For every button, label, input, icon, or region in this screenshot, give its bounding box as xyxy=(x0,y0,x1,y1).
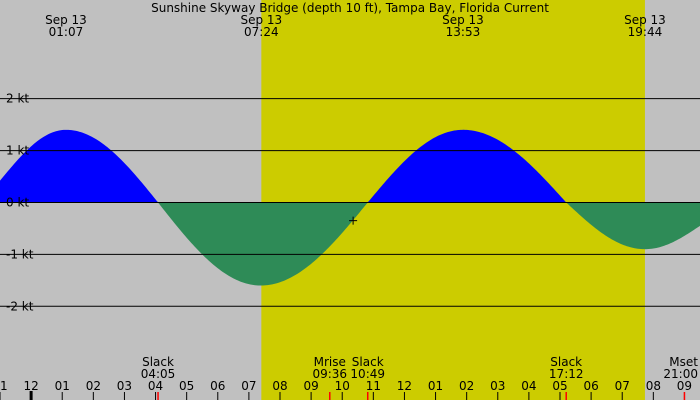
hour-label: 04 xyxy=(521,379,536,393)
bottom-annotation-label: Slack xyxy=(142,355,174,369)
hour-label: 08 xyxy=(646,379,661,393)
y-tick-label: -2 kt xyxy=(6,299,34,313)
hour-label: 10 xyxy=(335,379,350,393)
y-tick-labels: 2 kt 1 kt 0 kt -1 kt -2 kt xyxy=(6,92,34,314)
hour-label: 09 xyxy=(677,379,692,393)
hour-label: 01 xyxy=(428,379,443,393)
bottom-annotation-label: Mrise xyxy=(314,355,346,369)
hour-axis: 11 12 01 02 03 04 05 06 07 08 09 10 11 12 01 02 03 04 05 06… xyxy=(0,379,692,400)
top-annotation-time: 13:53 xyxy=(446,25,481,39)
current-time-marker xyxy=(349,216,358,225)
hour-label: 11 xyxy=(366,379,381,393)
hour-label: 05 xyxy=(552,379,567,393)
hour-label: 06 xyxy=(210,379,225,393)
top-annotation-date: Sep 13 xyxy=(442,13,484,27)
bottom-annotation-time: 21:00 xyxy=(663,367,698,381)
hour-label: 06 xyxy=(583,379,598,393)
hour-label: 09 xyxy=(303,379,318,393)
y-tick-label: 1 kt xyxy=(6,144,29,158)
top-annotation-time: 01:07 xyxy=(49,25,84,39)
hour-label: 07 xyxy=(615,379,630,393)
hour-label: 12 xyxy=(23,379,38,393)
bottom-annotation-label: Slack xyxy=(352,355,384,369)
y-tick-label: 2 kt xyxy=(6,92,29,106)
bottom-annotations: Slack04:05Mrise09:36Slack10:49Slack17:12… xyxy=(141,355,699,381)
top-annotation-time: 07:24 xyxy=(244,25,279,39)
bottom-annotation-time: 17:12 xyxy=(549,367,584,381)
hour-label: 03 xyxy=(117,379,132,393)
flood-current-area xyxy=(0,129,700,203)
hour-label: 05 xyxy=(179,379,194,393)
hour-label: 12 xyxy=(397,379,412,393)
y-gridlines xyxy=(0,98,700,307)
hour-label: 03 xyxy=(490,379,505,393)
top-annotation-date: Sep 13 xyxy=(624,13,666,27)
hour-label: 01 xyxy=(55,379,70,393)
bottom-annotation-label: Mset xyxy=(669,355,698,369)
top-annotation-time: 19:44 xyxy=(628,25,663,39)
y-tick-label: -1 kt xyxy=(6,247,34,261)
hour-label: 04 xyxy=(148,379,163,393)
hour-label: 08 xyxy=(272,379,287,393)
y-tick-label: 0 kt xyxy=(6,195,29,209)
bottom-annotation-time: 09:36 xyxy=(312,367,347,381)
top-annotation-date: Sep 13 xyxy=(45,13,87,27)
hour-label: 02 xyxy=(86,379,101,393)
top-annotation-date: Sep 13 xyxy=(240,13,282,27)
hour-label: 11 xyxy=(0,379,8,393)
hour-label: 02 xyxy=(459,379,474,393)
chart-title: Sunshine Skyway Bridge (depth 10 ft), Ta… xyxy=(151,1,549,15)
bottom-annotation-time: 04:05 xyxy=(141,367,176,381)
bottom-annotation-time: 10:49 xyxy=(350,367,385,381)
bottom-annotation-label: Slack xyxy=(550,355,582,369)
ebb-current-area xyxy=(0,202,700,286)
hour-label: 07 xyxy=(241,379,256,393)
